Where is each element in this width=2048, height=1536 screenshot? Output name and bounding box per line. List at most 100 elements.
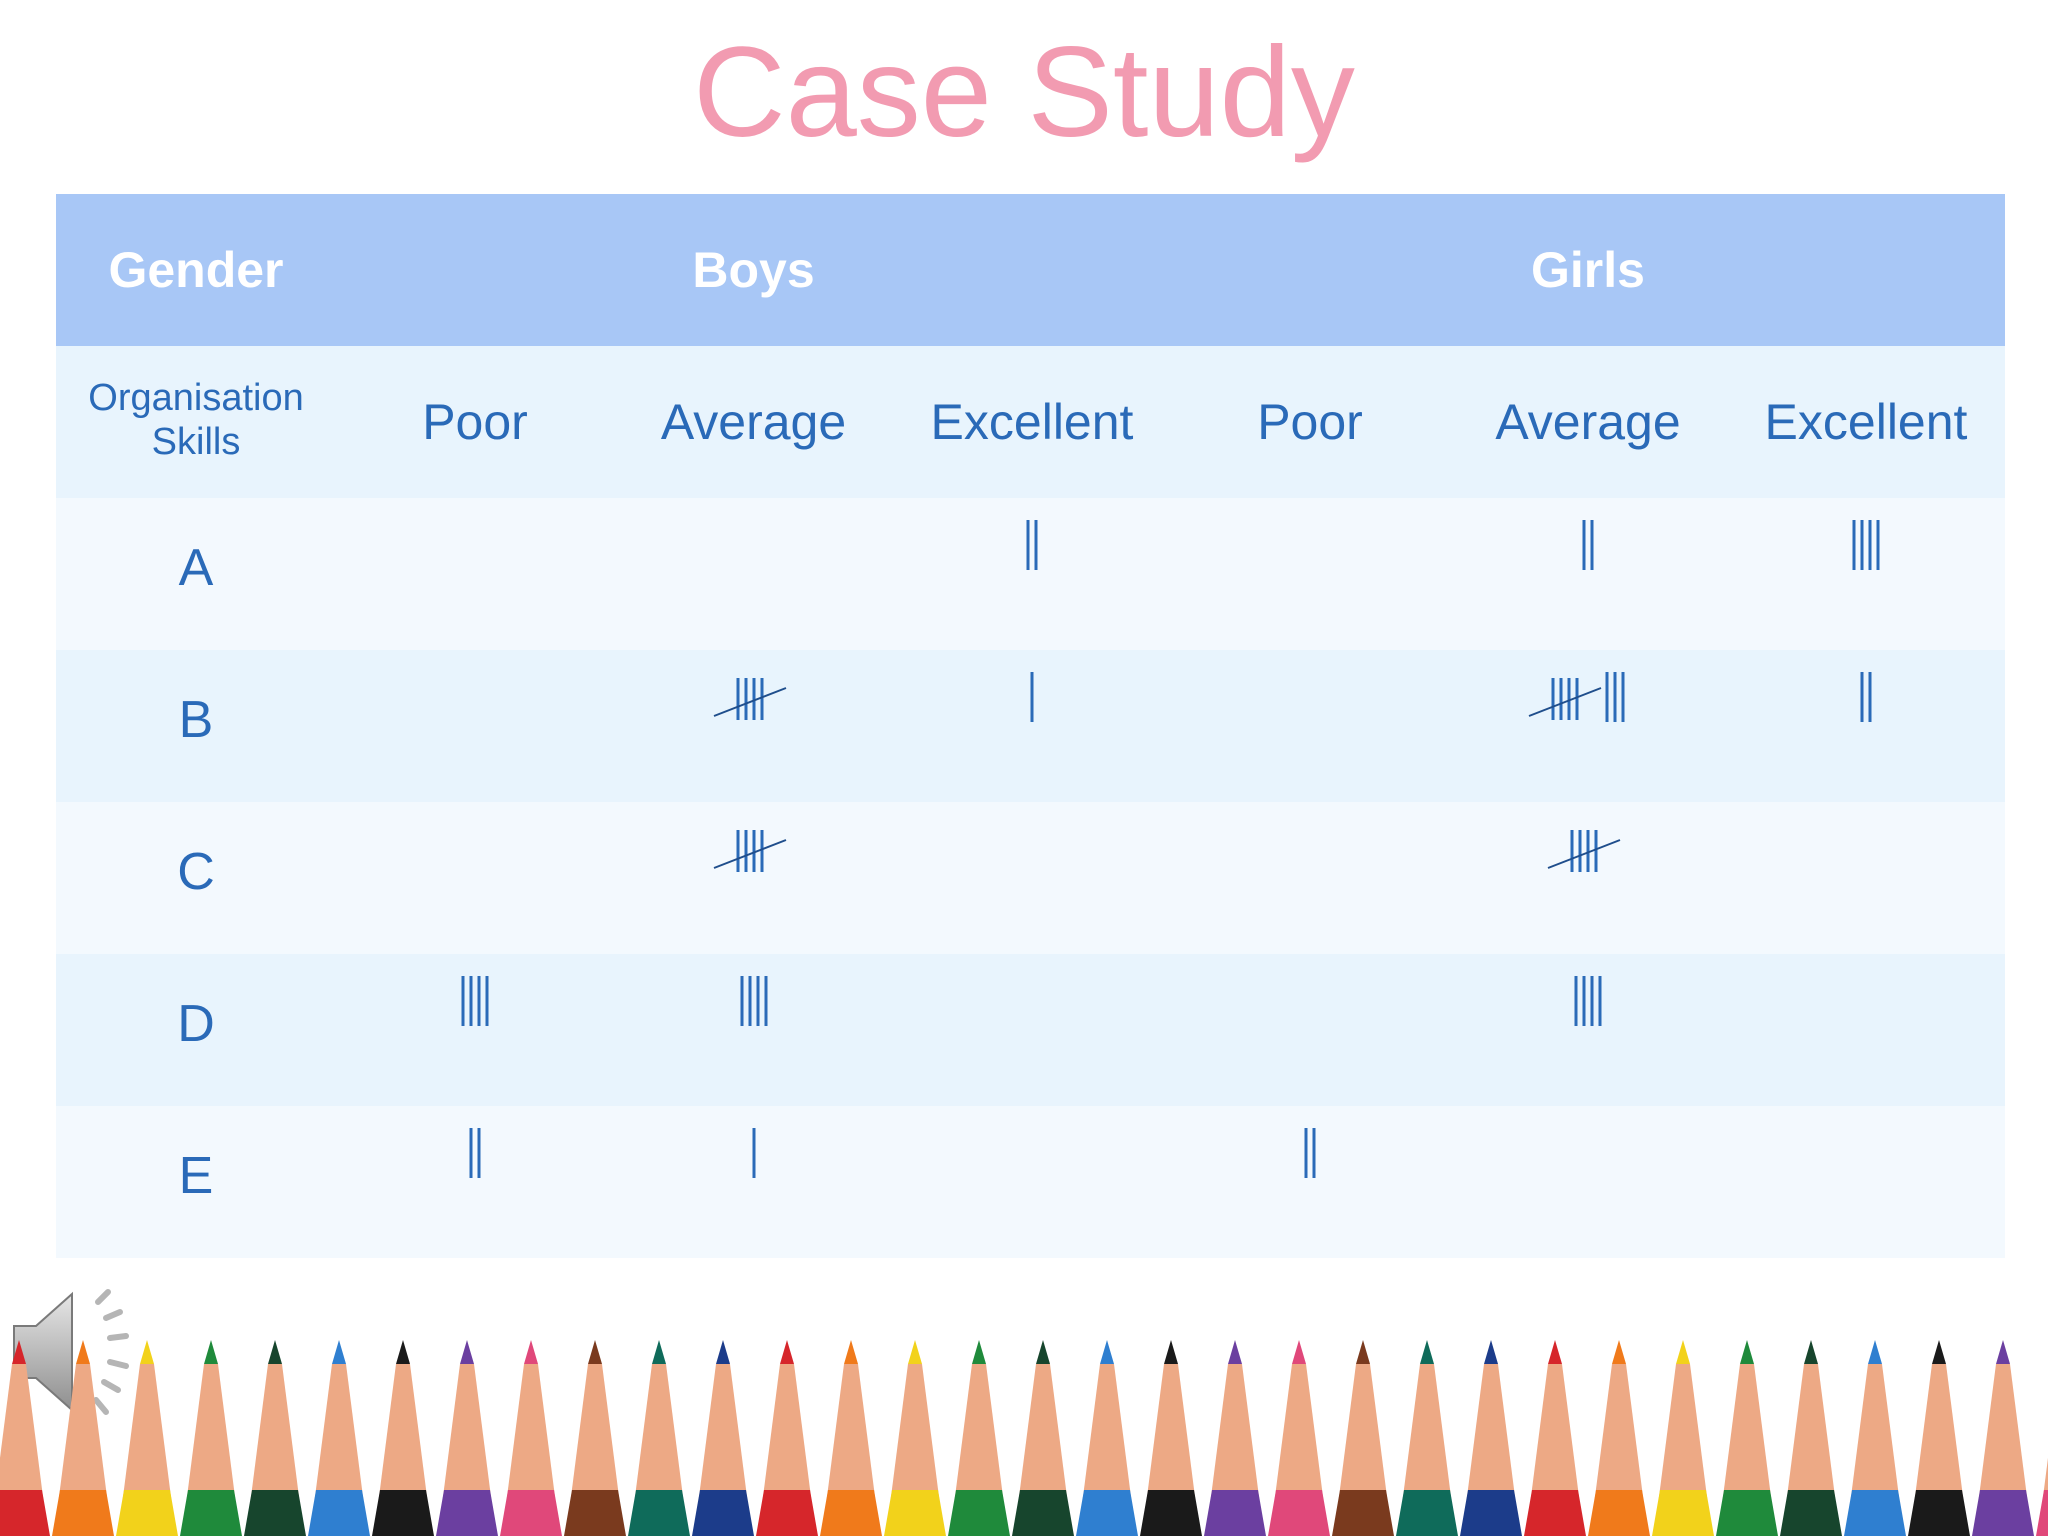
tally-marks	[1171, 1106, 1449, 1258]
pencil	[436, 1340, 498, 1536]
tally-marks	[1727, 498, 2005, 650]
tally-marks	[1449, 954, 1727, 1106]
speaker-icon[interactable]	[12, 1286, 142, 1416]
pencil	[1652, 1340, 1714, 1536]
pencil	[500, 1340, 562, 1536]
pencil	[948, 1340, 1010, 1536]
tally-cell-boys-poor	[336, 498, 614, 650]
tally-cell-boys-excellent	[893, 650, 1171, 802]
pencil	[1908, 1340, 1970, 1536]
table-row: D	[56, 954, 2005, 1106]
table-row: B	[56, 650, 2005, 802]
tally-marks	[614, 1106, 893, 1258]
column-boys-excellent: Excellent	[930, 394, 1134, 450]
tally-cell-girls-poor	[1171, 1106, 1449, 1258]
tally-slash	[1528, 687, 1602, 717]
pencil	[0, 1340, 50, 1536]
slide-title: Case Study	[693, 21, 1355, 164]
tally-cell-boys-average	[614, 650, 893, 802]
tally-cell-girls-excellent	[1727, 954, 2005, 1106]
tally-cell-girls-average	[1449, 498, 1727, 650]
tally-marks	[336, 954, 614, 1106]
pencil	[1844, 1340, 1906, 1536]
tally-slash	[713, 839, 786, 869]
tally-cell-girls-poor	[1171, 954, 1449, 1106]
tally-cell-girls-average	[1449, 650, 1727, 802]
column-girls-average: Average	[1495, 394, 1681, 450]
pencil	[1204, 1340, 1266, 1536]
pencil	[116, 1340, 178, 1536]
pencil	[1780, 1340, 1842, 1536]
tally-cell-girls-poor	[1171, 802, 1449, 954]
tally-cell-boys-average	[614, 802, 893, 954]
tally-cell-boys-average	[614, 1106, 893, 1258]
header-boys: Boys	[692, 242, 815, 298]
pencil	[1460, 1340, 1522, 1536]
pencil	[564, 1340, 626, 1536]
tally-marks	[1727, 650, 2005, 802]
column-boys-average: Average	[660, 394, 847, 450]
pencil	[1140, 1340, 1202, 1536]
tally-cell-girls-poor	[1171, 498, 1449, 650]
pencil	[884, 1340, 946, 1536]
colored-pencils-image	[0, 1340, 2048, 1536]
tally-cell-girls-average	[1449, 954, 1727, 1106]
pencil	[628, 1340, 690, 1536]
pencil	[1396, 1340, 1458, 1536]
table-header-row: Gender Boys Girls	[56, 194, 2005, 346]
pencil	[372, 1340, 434, 1536]
pencil	[244, 1340, 306, 1536]
header-girls: Girls	[1531, 242, 1645, 298]
row-label: E	[178, 1147, 214, 1205]
table-row: A	[56, 498, 2005, 650]
pencil	[820, 1340, 882, 1536]
column-girls-poor: Poor	[1257, 394, 1363, 450]
tally-cell-girls-average	[1449, 802, 1727, 954]
tally-marks	[893, 650, 1171, 802]
pencil	[692, 1340, 754, 1536]
tally-marks	[614, 954, 893, 1106]
pencil	[308, 1340, 370, 1536]
tally-marks	[1449, 650, 1727, 802]
table-row: E	[56, 1106, 2005, 1258]
pencil	[1268, 1340, 1330, 1536]
row-label: B	[178, 691, 214, 749]
table-subheader-row: Organisation Skills Poor Average Excelle…	[56, 346, 2005, 498]
tally-cell-boys-excellent	[893, 954, 1171, 1106]
tally-cell-girls-excellent	[1727, 650, 2005, 802]
tally-table: Gender Boys Girls Organisation Skills Po…	[56, 194, 2005, 1262]
pencil	[1716, 1340, 1778, 1536]
tally-marks	[1449, 498, 1727, 650]
pencil	[1076, 1340, 1138, 1536]
row-label: A	[178, 539, 214, 597]
tally-cell-boys-average	[614, 498, 893, 650]
column-girls-excellent: Excellent	[1764, 394, 1968, 450]
tally-cell-girls-average	[1449, 1106, 1727, 1258]
tally-cell-girls-excellent	[1727, 1106, 2005, 1258]
pencil	[1524, 1340, 1586, 1536]
tally-cell-boys-poor	[336, 1106, 614, 1258]
header-gender: Gender	[108, 242, 284, 298]
pencil	[180, 1340, 242, 1536]
pencil	[1012, 1340, 1074, 1536]
tally-cell-boys-poor	[336, 954, 614, 1106]
tally-cell-girls-excellent	[1727, 802, 2005, 954]
tally-cell-boys-average	[614, 954, 893, 1106]
pencil	[756, 1340, 818, 1536]
tally-cell-boys-excellent	[893, 802, 1171, 954]
pencil	[1332, 1340, 1394, 1536]
pencil	[1972, 1340, 2034, 1536]
tally-marks	[893, 498, 1171, 650]
table-row: C	[56, 802, 2005, 954]
tally-slash	[713, 687, 786, 717]
pencil	[1588, 1340, 1650, 1536]
row-label: C	[177, 843, 215, 901]
tally-slash	[1547, 839, 1621, 869]
tally-cell-boys-poor	[336, 802, 614, 954]
tally-cell-girls-poor	[1171, 650, 1449, 802]
tally-marks	[336, 1106, 614, 1258]
row-label: D	[177, 995, 215, 1053]
column-boys-poor: Poor	[422, 394, 528, 450]
tally-marks	[614, 802, 893, 954]
tally-marks	[614, 650, 893, 802]
